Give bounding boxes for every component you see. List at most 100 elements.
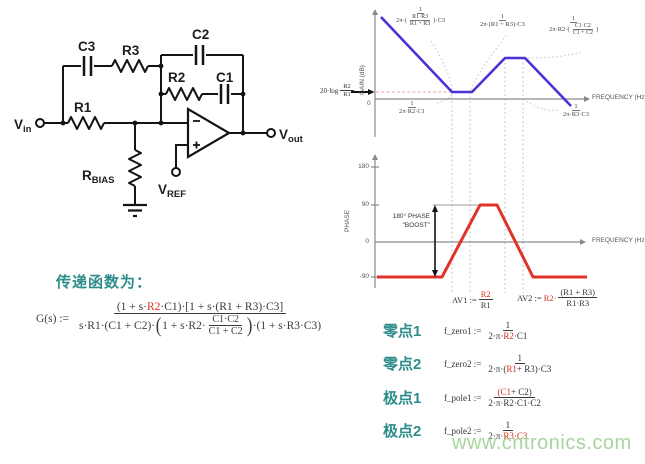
- tf-lhs: G(s) :=: [36, 313, 69, 325]
- capacitor-c1: [219, 84, 230, 104]
- circuit-wires: [44, 45, 267, 218]
- zero1-label: 零点1: [383, 323, 422, 340]
- tf-den-inner: 1 + s·R2·: [162, 319, 206, 332]
- vref-terminal: [171, 167, 181, 177]
- pole1-label: 极点1: [383, 390, 422, 407]
- av1-lhs: AV1 :=: [452, 294, 477, 305]
- callout-pole-r1r3-c3: 1 2π·( R1·R3 R1 + R3 )·C3: [393, 6, 448, 27]
- gain-level-fraction: R2 R1: [340, 83, 354, 98]
- ground-symbol: [123, 203, 147, 218]
- gain-curve: [380, 16, 572, 107]
- transfer-function-heading: 传递函数为：: [56, 274, 153, 291]
- zero1-lhs: f_zero1 :=: [444, 325, 482, 336]
- tf-numerator: (1 + s· R2 ·C1)·[1 + s·(R1 + R3)·C3]: [113, 301, 287, 314]
- tf-den-close-paren: ): [246, 313, 252, 337]
- pole2-label: 极点2: [383, 423, 422, 440]
- capacitor-c2: [194, 45, 205, 65]
- vout-terminal: [266, 128, 276, 138]
- callout-zero2: 1 2π·(R1 + R3)·C3: [477, 13, 528, 28]
- phase-tick-0: 0: [365, 238, 369, 245]
- callout-pole2: 1 2π·R3·C3: [560, 103, 592, 118]
- pole1-lhs: f_pole1 :=: [444, 392, 482, 403]
- tf-num-post: ·C1)·[1 + s·(R1 + R3)·C3]: [160, 301, 284, 313]
- vin-terminal: [35, 118, 45, 128]
- av2-formula: AV2 := R2· (R1 + R3) R1·R3: [517, 287, 598, 308]
- av1-num: R2: [478, 289, 493, 300]
- boost-line1: 180° PHASE: [392, 213, 430, 220]
- label-c3: C3: [78, 39, 96, 54]
- callout-num: 1: [498, 13, 507, 21]
- resistor-r1: [67, 116, 105, 130]
- tf-inner-fraction: C1·C2 C1 + C2: [206, 314, 246, 337]
- junction-dots: [60, 63, 246, 136]
- callout-den: 2π·(R1 + R3)·C3: [480, 21, 525, 28]
- callout-pole1: 1 2π·R2·( C1·C2 C1 + C2 ): [546, 15, 601, 36]
- gain-x-arrow: [584, 96, 590, 102]
- phase-axes: [371, 158, 580, 288]
- gain-level-den: R1: [343, 91, 351, 98]
- tf-den-open-paren: (: [155, 313, 162, 337]
- callout-num: 1: [416, 6, 425, 14]
- phase-tick-minus90: -90: [359, 273, 369, 280]
- av2-lhs: AV2 :=: [517, 292, 542, 303]
- boost-arrowhead-bottom: [432, 270, 438, 277]
- pole2-lhs: f_pole2 :=: [444, 425, 482, 436]
- av2-num: (R1 + R3): [558, 287, 598, 298]
- callout-num: 1: [572, 103, 580, 111]
- pole2-row: 极点2 f_pole2 := 1 2·π· R3·C3: [383, 420, 528, 441]
- phase-boost-label: 180° PHASE "BOOST": [384, 212, 430, 230]
- transfer-function-formula: G(s) := (1 + s· R2 ·C1)·[1 + s·(R1 + R3)·C…: [36, 301, 324, 337]
- bode-plots: [351, 9, 590, 293]
- callout-fnum: R1·R3: [410, 14, 431, 21]
- boost-line2: "BOOST": [402, 222, 430, 230]
- av2-red-term: R2·: [543, 292, 557, 303]
- callout-den-pre: 2π·(: [396, 17, 407, 24]
- gain-origin-zero: 0: [367, 100, 371, 107]
- phase-x-arrow: [580, 239, 586, 245]
- av2-den: R1·R3: [566, 298, 590, 308]
- label-vin: Vin: [14, 117, 32, 135]
- label-c1: C1: [216, 70, 234, 85]
- tf-num-pre: (1 + s·: [116, 301, 147, 313]
- gain-x-axis-label: FREQUENCY (Hz): [592, 94, 645, 101]
- zero2-lhs: f_zero2 :=: [444, 358, 482, 369]
- label-vref: VREF: [158, 182, 186, 200]
- resistor-rbias: [128, 149, 142, 187]
- phase-tick-180: 180: [358, 163, 369, 170]
- label-rbias: RBIAS: [82, 168, 114, 186]
- tf-denominator: s·R1·(C1 + C2)· ( 1 + s·R2· C1·C2 C1 + C…: [76, 314, 324, 337]
- opamp-plus-input: [193, 141, 200, 149]
- callout-den: 2π·R2·C1: [399, 108, 426, 115]
- label-r3: R3: [122, 43, 140, 58]
- gain-level-annotation: 20·log R2 R1: [320, 83, 354, 98]
- tf-fraction: (1 + s· R2 ·C1)·[1 + s·(R1 + R3)·C3] s·R1·…: [76, 301, 324, 337]
- label-r1: R1: [74, 100, 92, 115]
- callout-den-pre: 2π·R2·(: [549, 26, 570, 33]
- boost-arrowhead-top: [432, 205, 438, 212]
- gain-level-text: 20·log: [320, 86, 339, 95]
- label-vout: Vout: [279, 127, 304, 145]
- av1-den: R1: [480, 300, 491, 310]
- phase-y-arrow: [372, 154, 378, 160]
- callout-num: 1: [569, 15, 578, 23]
- callout-den-post: ): [596, 26, 599, 33]
- zero2-row: 零点2 f_zero2 := 1 2·π·(R1 + R3)·C3: [383, 353, 552, 374]
- pole1-row: 极点1 f_pole1 := (C1 + C2) 2·π·R2·C1·C2: [383, 387, 541, 408]
- av1-formula: AV1 := R2 R1: [452, 289, 493, 310]
- gain-axes: [374, 14, 584, 137]
- gain-level-arrowhead: [368, 89, 375, 95]
- circuit-labels: C3 R3 C2 R2 C1 R1 Vin Vout VREF RBIAS: [14, 27, 304, 200]
- label-r2: R2: [168, 70, 185, 85]
- resistor-r2: [165, 87, 203, 101]
- gain-y-axis-label: GAIN (dB): [359, 65, 366, 95]
- gain-level-num: R2: [340, 83, 354, 91]
- callout-fden: C1 + C2: [572, 30, 594, 36]
- resistor-r3: [111, 59, 149, 73]
- capacitor-c3: [82, 56, 93, 76]
- zero2-label: 零点2: [383, 356, 422, 373]
- callout-zero1: 1 2π·R2·C1: [396, 100, 428, 115]
- zero1-row: 零点1 f_zero1 := 1 2·π· R2 ·C1: [383, 320, 528, 341]
- callout-den-post: )·C3: [433, 17, 446, 24]
- callout-fden: R1 + R3: [409, 21, 431, 27]
